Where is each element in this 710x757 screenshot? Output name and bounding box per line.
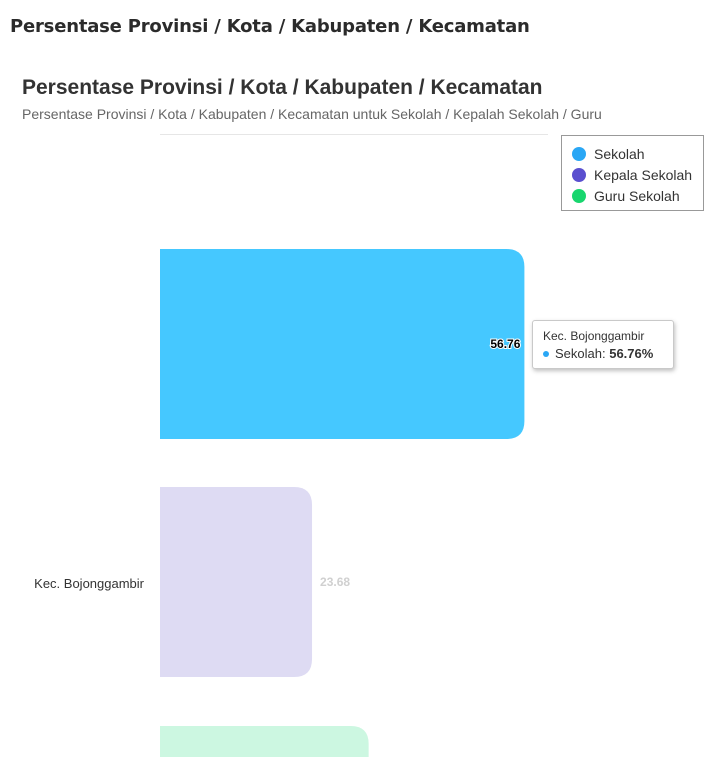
- chart-subtitle: Persentase Provinsi / Kota / Kabupaten /…: [22, 106, 602, 122]
- legend-dot-sekolah-icon: [572, 146, 586, 161]
- legend-item-kepala-sekolah[interactable]: Kepala Sekolah: [572, 164, 703, 185]
- legend-item-guru-sekolah[interactable]: Guru Sekolah: [572, 185, 703, 206]
- bar-sekolah[interactable]: [160, 249, 525, 439]
- chart-title: Persentase Provinsi / Kota / Kabupaten /…: [22, 76, 543, 99]
- tooltip-category: Kec. Bojonggambir: [543, 329, 645, 343]
- bar-guru-sekolah[interactable]: [160, 726, 369, 757]
- data-label-sekolah: 56.76: [490, 337, 520, 351]
- chart-divider: [160, 134, 548, 135]
- tooltip-colon: :: [601, 346, 610, 361]
- category-label: Kec. Bojonggambir: [34, 576, 145, 591]
- legend-label-sekolah: Sekolah: [594, 145, 645, 162]
- data-label-kepala-sekolah: 23.68: [320, 575, 350, 589]
- page-title: Persentase Provinsi / Kota / Kabupaten /…: [10, 16, 530, 37]
- legend-label-kepala-sekolah: Kepala Sekolah: [594, 166, 693, 183]
- legend-dot-kepala-sekolah-icon: [572, 167, 586, 182]
- chart-legend: Sekolah Kepala Sekolah Guru Sekolah: [561, 135, 704, 211]
- chart-tooltip: Kec. Bojonggambir Sekolah: 56.76%: [532, 320, 674, 369]
- legend-dot-guru-sekolah-icon: [572, 188, 586, 203]
- bar-kepala-sekolah[interactable]: [160, 487, 313, 677]
- tooltip-row: Sekolah: 56.76%: [543, 346, 663, 361]
- tooltip-dot-icon: [543, 350, 549, 357]
- legend-item-sekolah[interactable]: Sekolah: [572, 143, 703, 164]
- tooltip-series: Sekolah: [555, 346, 602, 361]
- tooltip-value: 56.76%: [609, 346, 654, 361]
- legend-label-guru-sekolah: Guru Sekolah: [594, 187, 680, 204]
